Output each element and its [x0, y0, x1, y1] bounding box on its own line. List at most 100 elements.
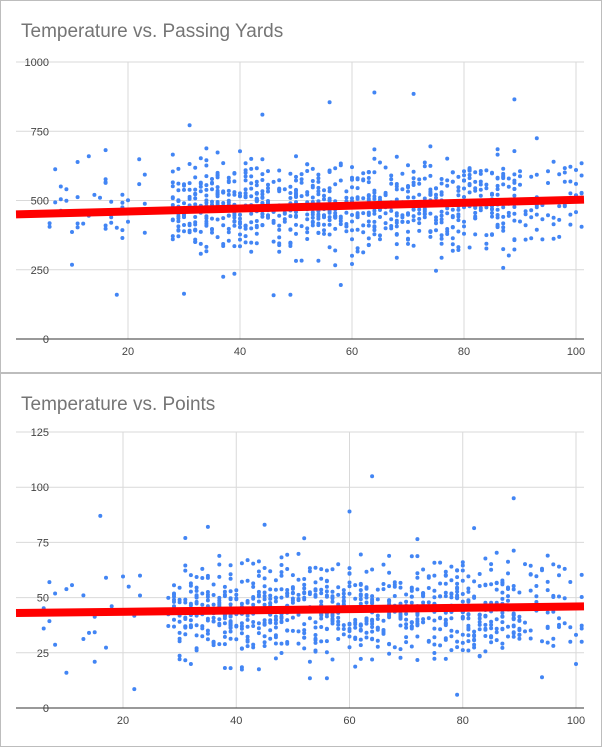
scatter-point [277, 235, 282, 240]
scatter-point [268, 636, 273, 641]
scatter-point [540, 237, 545, 242]
scatter-point [439, 177, 444, 181]
scatter-point [288, 171, 293, 176]
scatter-point [523, 209, 528, 214]
scatter-point [273, 578, 278, 583]
scatter-point [296, 612, 301, 617]
scatter-point [512, 211, 517, 216]
scatter-point [338, 178, 343, 183]
scatter-point [353, 622, 358, 627]
scatter-point [251, 624, 256, 628]
scatter-point [98, 513, 103, 518]
scatter-point [462, 178, 466, 183]
scatter-point [534, 212, 539, 217]
scatter-point [443, 569, 448, 574]
scatter-point [228, 666, 233, 671]
scatter-point [249, 181, 254, 186]
scatter-point [268, 601, 273, 606]
scatter-point [319, 639, 324, 644]
scatter-point [568, 625, 573, 630]
scatter-point [333, 248, 338, 253]
scatter-point [232, 223, 237, 228]
scatter-point [177, 653, 182, 658]
scatter-point [478, 206, 483, 210]
scatter-point [194, 648, 199, 653]
scatter-point [324, 594, 329, 599]
scatter-point [439, 255, 444, 260]
scatter-point [194, 588, 199, 593]
scatter-point [460, 568, 465, 573]
scatter-point [271, 179, 276, 184]
scatter-point [330, 618, 335, 622]
scatter-point [177, 600, 182, 605]
scatter-point [232, 179, 237, 184]
scatter-point [341, 632, 346, 637]
scatter-point [455, 639, 460, 644]
scatter-point [568, 191, 573, 196]
points-scatter-plot: 20 40 60 80 100 0 25 50 75 100 125 [15, 427, 585, 727]
scatter-point [490, 232, 494, 237]
scatter-point [494, 587, 499, 592]
scatter-point [217, 617, 222, 622]
scatter-point [364, 569, 369, 574]
scatter-point [562, 166, 567, 171]
scatter-point [438, 594, 443, 599]
scatter-point [336, 592, 341, 597]
scatter-point [333, 215, 338, 220]
scatter-point [268, 618, 273, 623]
scatter-point [426, 638, 431, 643]
scatter-point [494, 550, 499, 555]
scatter-point [305, 190, 310, 195]
scatter-point [383, 165, 388, 170]
scatter-point [187, 187, 192, 192]
scatter-point [546, 181, 550, 185]
scatter-point [183, 597, 188, 602]
scatter-point [324, 568, 329, 573]
scatter-point [302, 591, 307, 596]
scatter-point [75, 225, 80, 230]
scatter-point [462, 195, 466, 199]
scatter-point [277, 168, 282, 173]
scatter-point [366, 196, 371, 201]
scatter-point [426, 574, 431, 579]
scatter-point [415, 658, 420, 662]
scatter-point [285, 628, 290, 633]
scatter-point [370, 625, 375, 629]
scatter-point [177, 657, 182, 662]
scatter-point [172, 594, 176, 599]
scatter-point [366, 170, 371, 175]
scatter-point [193, 191, 198, 196]
scatter-point [529, 215, 534, 220]
scatter-point [109, 199, 114, 204]
scatter-point [483, 582, 488, 587]
scatter-point [238, 237, 242, 242]
scatter-point [254, 191, 259, 196]
scatter-point [540, 639, 544, 644]
trendline [15, 195, 585, 219]
scatter-point [467, 190, 472, 195]
scatter-point [455, 568, 460, 573]
scatter-point [249, 240, 254, 245]
scatter-point [398, 655, 403, 660]
scatter-point [245, 613, 250, 618]
scatter-point [506, 210, 511, 215]
scatter-point [310, 179, 315, 183]
scatter-point [296, 592, 301, 597]
scatter-point [361, 250, 366, 255]
scatter-point [217, 553, 222, 558]
scatter-point [512, 172, 517, 177]
scatter-point [176, 188, 181, 193]
scatter-point [232, 271, 237, 276]
scatter-point [426, 586, 431, 590]
scatter-point [500, 645, 505, 650]
scatter-point [411, 169, 416, 174]
scatter-point [302, 582, 307, 587]
scatter-point [322, 222, 326, 227]
scatter-point [294, 231, 298, 236]
scatter-point [183, 624, 188, 629]
scatter-point [256, 589, 261, 594]
scatter-point [183, 536, 188, 540]
scatter-point [579, 572, 584, 577]
scatter-point [398, 647, 403, 652]
scatter-point [205, 628, 210, 633]
